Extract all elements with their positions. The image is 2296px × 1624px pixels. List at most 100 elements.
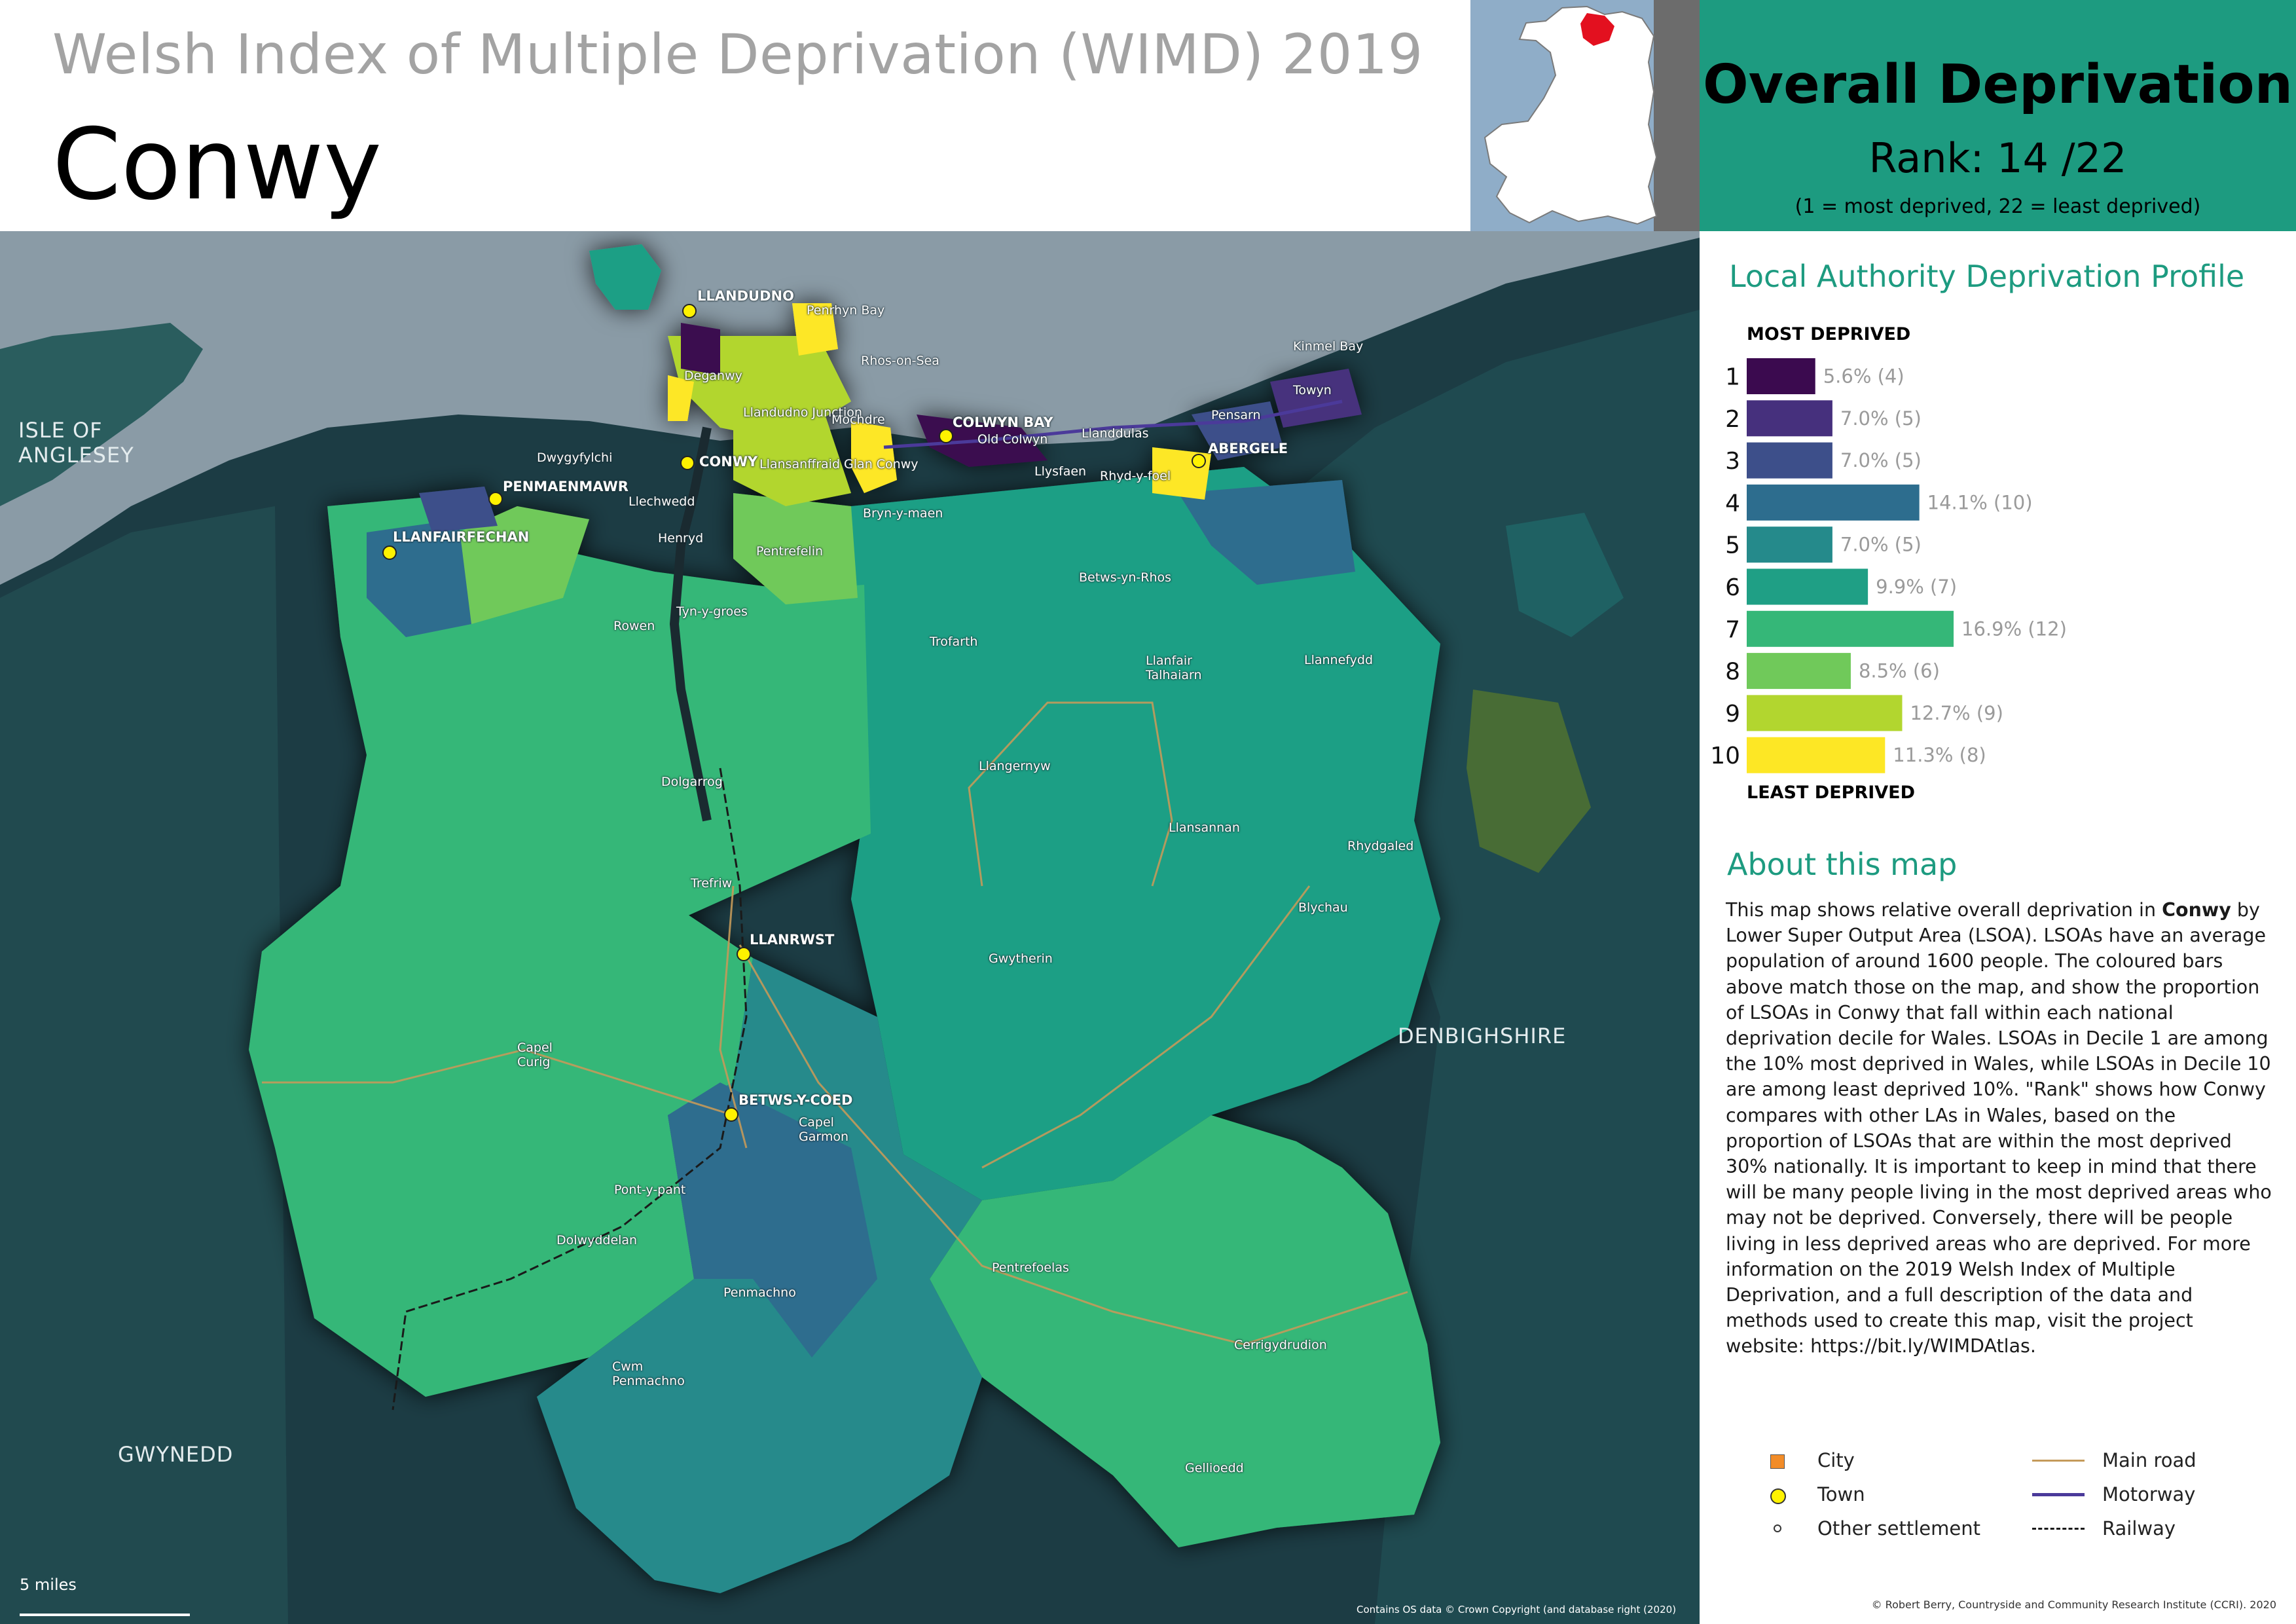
decile-tick-label: 3 — [1725, 448, 1740, 475]
motorway-legend-icon — [2032, 1493, 2085, 1496]
lsoa-decile-10-a — [792, 303, 838, 356]
conwy-river — [669, 426, 712, 822]
main-road-legend-icon — [2032, 1460, 2085, 1462]
most-deprived-label: MOST DEPRIVED — [1747, 324, 1911, 344]
rank-label: Rank: — [1868, 134, 1984, 182]
settlement-label: Llysfaen — [1034, 464, 1087, 479]
town-label: ABERGELE — [1208, 441, 1288, 456]
motorway-a55 — [883, 399, 1343, 449]
lsoa-decile-6-east — [851, 467, 1440, 1200]
legend-city: City — [1817, 1449, 1855, 1471]
legend-motorway: Motorway — [2102, 1483, 2196, 1505]
lsoa-great-orme — [589, 244, 661, 310]
denbighshire-patch — [1467, 690, 1591, 873]
decile-tick-label: 6 — [1725, 574, 1740, 601]
settlement-label: Penrhyn Bay — [807, 303, 885, 318]
decile-bar — [1747, 610, 1954, 647]
header: Welsh Index of Multiple Deprivation (WIM… — [0, 0, 1470, 231]
wales-locator-svg — [1470, 0, 1700, 231]
decile-value-label: 12.7% (9) — [1910, 702, 2003, 724]
anglesey-land — [0, 323, 203, 506]
lsoa-decile-8-b — [733, 493, 858, 604]
decile-bar — [1747, 526, 1832, 563]
profile-title: Local Authority Deprivation Profile — [1729, 259, 2245, 294]
settlement-label: Trofarth — [930, 635, 978, 649]
decile-value-label: 7.0% (5) — [1840, 534, 1922, 556]
decile-value-label: 5.6% (4) — [1823, 365, 1904, 388]
town-legend-icon — [1770, 1488, 1786, 1504]
wales-shape — [1484, 5, 1658, 225]
decile-value-label: 7.0% (5) — [1840, 407, 1922, 430]
legend-town: Town — [1817, 1483, 1865, 1505]
about-text-bold: Conwy — [2162, 899, 2231, 921]
settlement-markers — [382, 304, 1206, 1122]
settlement-label: Kinmel Bay — [1293, 339, 1364, 354]
settlement-label: Llanfair Talhaiarn — [1146, 654, 1202, 682]
decile-value-label: 14.1% (10) — [1927, 491, 2033, 513]
decile-bar — [1747, 442, 1832, 479]
settlement-label: Gellioedd — [1185, 1461, 1244, 1475]
settlement-label: Llansanffraid Glan Conwy — [759, 457, 919, 471]
settlement-label: Llechwedd — [629, 494, 695, 509]
lsoa-decile-9-junction — [733, 415, 851, 506]
decile-tick-label: 4 — [1725, 490, 1740, 517]
legend-other-settlement: Other settlement — [1817, 1517, 1980, 1540]
lsoa-decile-4-southwest — [668, 1082, 877, 1357]
settlement-label: Dwygyfylchi — [537, 451, 613, 465]
railway-line — [392, 767, 748, 1411]
lsoa-decile-1-llandudno — [681, 323, 720, 375]
rank-line: Rank: 14 /22 — [1700, 134, 2296, 182]
credit: © Robert Berry, Countryside and Communit… — [1871, 1598, 2276, 1611]
lsoa-decile-7-southeast — [930, 1115, 1440, 1547]
settlement-label: Trefriw — [691, 876, 733, 891]
decile-tick-label: 7 — [1725, 616, 1740, 643]
lsoa-decile-2-towyn — [1270, 369, 1362, 428]
town-label: COLWYN BAY — [953, 415, 1053, 430]
settlement-label: Capel Curig — [517, 1041, 553, 1069]
settlement-label: Cerrigydrudion — [1234, 1338, 1327, 1352]
decile-tick-label: 10 — [1710, 743, 1740, 769]
settlement-label: Mochdre — [831, 413, 885, 427]
decile-value-label: 11.3% (8) — [1893, 744, 1986, 766]
map-title: Conwy — [52, 108, 382, 222]
decile-tick-label: 9 — [1725, 701, 1740, 728]
scale-bar — [20, 1614, 190, 1616]
settlement-label: Rhos-on-Sea — [861, 354, 939, 368]
settlement-legend-icon — [1774, 1524, 1781, 1532]
conwy-boundary — [249, 244, 1440, 1593]
decile-value-label: 9.9% (7) — [1876, 576, 1957, 598]
town-label: BETWS-Y-COED — [738, 1092, 853, 1108]
about-text-post: by Lower Super Output Area (LSOA). LSOAs… — [1726, 899, 2272, 1357]
least-deprived-label: LEAST DEPRIVED — [1747, 783, 1916, 803]
map-svg — [0, 231, 1700, 1624]
settlement-label: Towyn — [1293, 383, 1332, 397]
lsoa-decile-3-penmaenmawr — [419, 487, 498, 532]
rank-total: /22 — [2061, 134, 2127, 182]
region-label-gwynedd: GWYNEDD — [118, 1442, 234, 1467]
settlement-label: Pont-y-pant — [614, 1183, 686, 1197]
settlement-label: Pentrefoelas — [992, 1261, 1069, 1275]
decile-bar — [1747, 695, 1903, 731]
lsoa-decile-7-central — [655, 585, 871, 919]
town-label: CONWY — [699, 454, 758, 470]
settlement-label: Cwm Penmachno — [612, 1359, 685, 1388]
decile-bar — [1747, 568, 1868, 605]
lsoa-decile-4-abergele — [1178, 480, 1355, 585]
settlement-label: Capel Garmon — [799, 1115, 849, 1144]
decile-bar — [1747, 737, 1886, 773]
side-panel: Local Authority Deprivation Profile MOST… — [1700, 231, 2296, 1624]
locator-map — [1470, 0, 1700, 231]
settlement-label: Llanddulas — [1082, 426, 1149, 441]
settlement-label: Gwytherin — [989, 951, 1053, 966]
decile-tick-label: 1 — [1725, 364, 1740, 391]
lsoa-decile-10-d — [668, 375, 694, 421]
sea — [0, 231, 1700, 585]
settlement-label: Rowen — [613, 619, 655, 633]
settlement-label: Llansannan — [1169, 821, 1240, 835]
decile-value-label: 7.0% (5) — [1840, 449, 1922, 471]
settlement-label: Deganwy — [684, 369, 742, 383]
about-text-pre: This map shows relative overall deprivat… — [1726, 899, 2162, 921]
map-subtitle: Welsh Index of Multiple Deprivation (WIM… — [52, 22, 1423, 86]
settlement-label: Llandudno Junction — [743, 405, 862, 420]
settlement-label: Blychau — [1298, 900, 1348, 915]
